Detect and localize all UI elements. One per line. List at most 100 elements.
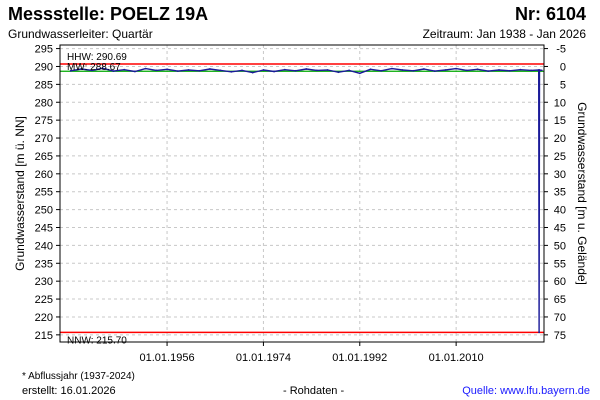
reference-label: MW: 288.67 — [67, 62, 121, 73]
series-point — [498, 69, 500, 71]
series-point — [176, 70, 179, 72]
series-point — [112, 70, 115, 72]
series-point — [433, 70, 436, 72]
y-tick-label: 225 — [35, 294, 53, 306]
y2-tick-label: 5 — [560, 79, 566, 91]
y-tick-label: 285 — [35, 79, 53, 91]
series-point — [369, 68, 372, 71]
y2-tick-label: 30 — [554, 169, 566, 181]
series-point — [187, 69, 190, 71]
y2-tick-label: -5 — [556, 44, 566, 56]
series-point — [209, 68, 211, 70]
series-point — [101, 67, 104, 70]
series-point — [530, 69, 532, 72]
created-date: erstellt: 16.01.2026 — [22, 385, 116, 397]
series-point — [80, 68, 83, 70]
series-point — [538, 331, 540, 334]
series-point — [316, 69, 318, 72]
y2-tick-label: 70 — [554, 312, 566, 324]
series-point — [91, 69, 93, 72]
series-line — [70, 67, 542, 333]
series-point — [219, 69, 222, 72]
y-tick-label: 275 — [35, 115, 53, 127]
y2-tick-label: 60 — [554, 276, 566, 288]
y2-tick-label: 20 — [554, 133, 566, 145]
series-point — [241, 69, 243, 72]
source-link[interactable]: Quelle: www.lfu.bayern.de — [462, 385, 590, 397]
series-point — [487, 70, 490, 72]
y2-tick-label: 45 — [554, 222, 566, 234]
series-point — [519, 68, 522, 71]
series-point — [508, 69, 511, 72]
series-point — [283, 68, 286, 71]
y-tick-label: 270 — [35, 133, 53, 145]
series-point — [476, 68, 479, 71]
y2-tick-label: 55 — [554, 258, 566, 270]
y2-tick-label: 75 — [554, 330, 566, 342]
y2-tick-label: 65 — [554, 294, 566, 306]
page-title: Messstelle: POELZ 19A — [8, 4, 209, 24]
series-point — [444, 69, 447, 71]
series-point — [465, 69, 468, 72]
series-point — [251, 71, 254, 74]
y-tick-label: 250 — [35, 205, 53, 217]
y2-tick-label: 40 — [554, 205, 566, 217]
x-tick-label: 01.01.1974 — [236, 352, 291, 364]
raw-data-label: - Rohdaten - — [283, 385, 345, 397]
station-number: Nr: 6104 — [514, 4, 586, 24]
y-tick-label: 220 — [35, 312, 53, 324]
series-point — [326, 69, 329, 71]
series-point — [262, 69, 265, 71]
series-point — [538, 69, 541, 71]
series-point — [166, 68, 169, 71]
y-tick-label: 215 — [35, 330, 53, 342]
y2-tick-label: 10 — [554, 97, 566, 109]
y-tick-label: 230 — [35, 276, 53, 288]
series-point — [294, 69, 297, 72]
series-point — [273, 70, 275, 73]
series-point — [198, 69, 201, 72]
plot-border — [59, 44, 545, 343]
series-point — [358, 72, 361, 75]
series-point — [155, 69, 158, 72]
footnote: * Abflussjahr (1937-2024) — [22, 371, 135, 382]
plot-area — [60, 45, 544, 342]
x-tick-label: 01.01.1956 — [140, 352, 195, 364]
y-tick-label: 265 — [35, 151, 53, 163]
time-range-label: Zeitraum: Jan 1938 - Jan 2026 — [422, 27, 586, 41]
y-axis-label: Grundwasserstand [m ü. NN] — [13, 116, 27, 271]
series-point — [540, 69, 543, 72]
y-tick-label: 295 — [35, 44, 53, 56]
series-point — [337, 71, 340, 74]
series-point — [348, 69, 350, 72]
series-point — [423, 68, 425, 70]
y-tick-label: 255 — [35, 187, 53, 199]
series-point — [401, 69, 404, 71]
x-tick-label: 01.01.2010 — [429, 352, 484, 364]
y2-tick-label: 35 — [554, 187, 566, 199]
series-point — [391, 67, 393, 70]
series-point — [144, 67, 147, 70]
y2-tick-label: 15 — [554, 115, 566, 127]
reference-label: HHW: 290.69 — [67, 52, 127, 63]
y2-tick-label: 0 — [560, 61, 566, 73]
y-tick-label: 240 — [35, 240, 53, 252]
series-point — [380, 69, 383, 72]
y-tick-label: 260 — [35, 169, 53, 181]
series-point — [123, 68, 126, 71]
y-tick-label: 290 — [35, 61, 53, 73]
y2-axis-label: Grundwasserstand [m u. Gelände] — [575, 102, 589, 285]
y-tick-label: 245 — [35, 222, 53, 234]
series-point — [69, 69, 72, 72]
series-point — [455, 67, 457, 70]
y-tick-label: 235 — [35, 258, 53, 270]
y2-tick-label: 50 — [554, 240, 566, 252]
series-point — [412, 69, 415, 72]
x-tick-label: 01.01.1992 — [332, 352, 387, 364]
series-point — [305, 68, 308, 70]
reference-label: NNW: 215.70 — [67, 335, 127, 346]
series-point — [230, 70, 233, 73]
aquifer-label: Grundwasserleiter: Quartär — [8, 27, 153, 41]
series-point — [134, 70, 136, 73]
